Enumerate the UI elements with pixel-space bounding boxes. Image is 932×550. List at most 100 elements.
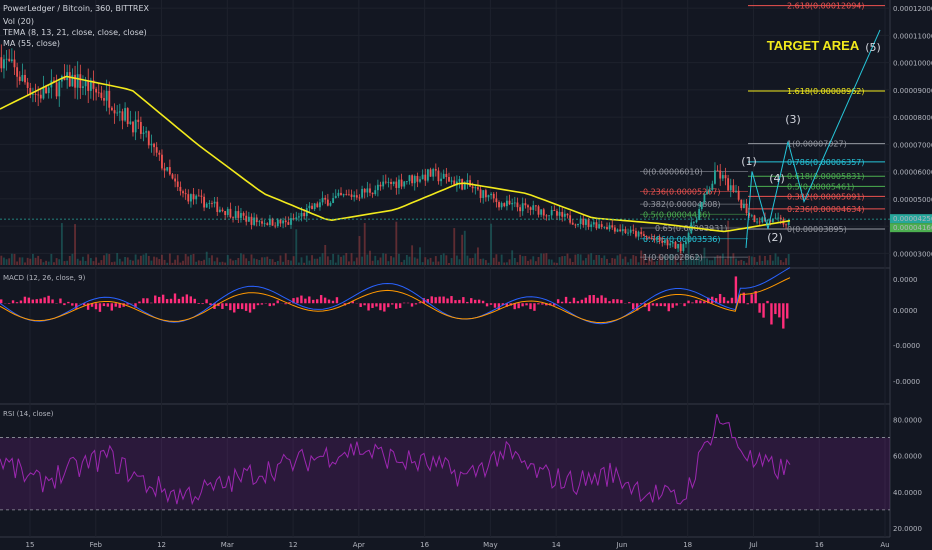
volume-bar <box>387 261 390 265</box>
volume-bar <box>308 260 311 265</box>
volume-bar <box>432 261 435 265</box>
candle-body <box>134 119 137 133</box>
candle-body <box>39 94 42 99</box>
macd-histogram-bar <box>572 297 576 304</box>
volume-bar <box>155 257 158 265</box>
volume-bar <box>292 256 295 265</box>
macd-histogram-bar <box>63 303 66 306</box>
volume-bar <box>232 260 234 265</box>
macd-histogram-bar <box>410 303 414 307</box>
candle-body <box>337 192 340 196</box>
volume-bar <box>613 258 616 265</box>
volume-bar <box>226 255 229 265</box>
volume-bar <box>758 255 761 265</box>
candle-body <box>334 195 337 199</box>
x-tick-label: 12 <box>289 541 298 549</box>
macd-histogram-bar <box>94 303 98 310</box>
candle-body <box>700 201 703 210</box>
candle-body <box>426 169 429 181</box>
volume-bar <box>261 257 263 265</box>
macd-histogram-bar <box>165 299 169 304</box>
volume-bar <box>303 262 306 265</box>
candle-body <box>756 221 759 223</box>
volume-bar <box>548 259 550 265</box>
macd-panel: MACD (12, 26, close, 9) <box>0 267 791 329</box>
candle-body <box>677 243 680 249</box>
volume-bar <box>687 229 690 265</box>
volume-bar <box>624 256 627 265</box>
macd-histogram-bar <box>707 297 710 304</box>
macd-histogram-bar <box>118 303 121 308</box>
macd-histogram-bar <box>51 299 54 304</box>
volume-bar <box>642 254 645 265</box>
candle-body <box>737 190 740 200</box>
macd-histogram-bar <box>327 299 331 304</box>
candle-body <box>116 112 119 114</box>
candle-body <box>31 94 34 95</box>
candle-body <box>534 205 537 207</box>
candle-body <box>471 186 474 189</box>
macd-histogram-bar <box>474 299 477 304</box>
candle-body <box>735 190 737 192</box>
candle-body <box>279 219 282 224</box>
macd-histogram-bar <box>260 303 264 305</box>
candle-body <box>761 217 764 223</box>
candle-body <box>342 194 345 196</box>
macd-histogram-bar <box>718 293 722 304</box>
volume-bar <box>237 258 240 265</box>
candle-body <box>542 209 545 216</box>
macd-histogram-bar <box>560 301 564 304</box>
macd-histogram-bar <box>47 295 50 304</box>
volume-bar <box>182 260 184 265</box>
candle-body <box>26 82 29 88</box>
candle-body <box>635 230 637 237</box>
volume-bar <box>405 254 408 265</box>
candle-body <box>640 231 643 235</box>
rsi-tick-label: 20.0000 <box>893 525 922 533</box>
volume-bar <box>400 262 403 265</box>
volume-bar <box>764 255 766 265</box>
candle-body <box>579 218 582 224</box>
wave-count-label: (2) <box>767 231 783 244</box>
macd-histogram-bar <box>296 297 299 304</box>
volume-bar <box>540 253 543 265</box>
candle-body <box>724 175 727 179</box>
macd-histogram-bar <box>639 303 643 305</box>
volume-bar <box>332 253 335 265</box>
candle-body <box>508 200 511 205</box>
volume-bar <box>719 255 722 265</box>
macd-histogram-bar <box>774 303 777 315</box>
fib-extension-label: 0.5(0.00005461) <box>787 182 854 191</box>
candle-body <box>695 220 698 223</box>
macd-histogram-bar <box>359 303 362 307</box>
macd-histogram-bar <box>691 302 694 304</box>
candle-body <box>403 181 406 187</box>
volume-bar <box>116 253 119 265</box>
volume-bar <box>392 257 395 265</box>
candle-body <box>395 181 398 188</box>
candle-body <box>595 222 598 229</box>
volume-bar <box>532 256 535 265</box>
volume-bar <box>247 261 250 265</box>
macd-histogram-bar <box>71 303 74 306</box>
macd-histogram-bar <box>102 303 106 307</box>
macd-histogram-bar <box>67 301 70 304</box>
macd-histogram-bar <box>193 298 196 304</box>
volume-bar <box>24 262 26 265</box>
candle-body <box>587 219 590 228</box>
macd-histogram-bar <box>122 303 125 307</box>
macd-histogram-bar <box>43 297 46 304</box>
macd-histogram-bar <box>402 302 406 304</box>
candle-body <box>332 198 335 204</box>
macd-histogram-bar <box>331 300 335 304</box>
macd-histogram-bar <box>316 299 319 304</box>
macd-histogram-bar <box>485 303 489 307</box>
volume-bar <box>187 256 190 265</box>
candle-body <box>316 203 319 208</box>
candle-body <box>92 80 95 89</box>
macd-histogram-bar <box>59 298 62 304</box>
candle-body <box>771 218 774 223</box>
candle-body <box>553 209 556 211</box>
candle-body <box>218 209 221 212</box>
